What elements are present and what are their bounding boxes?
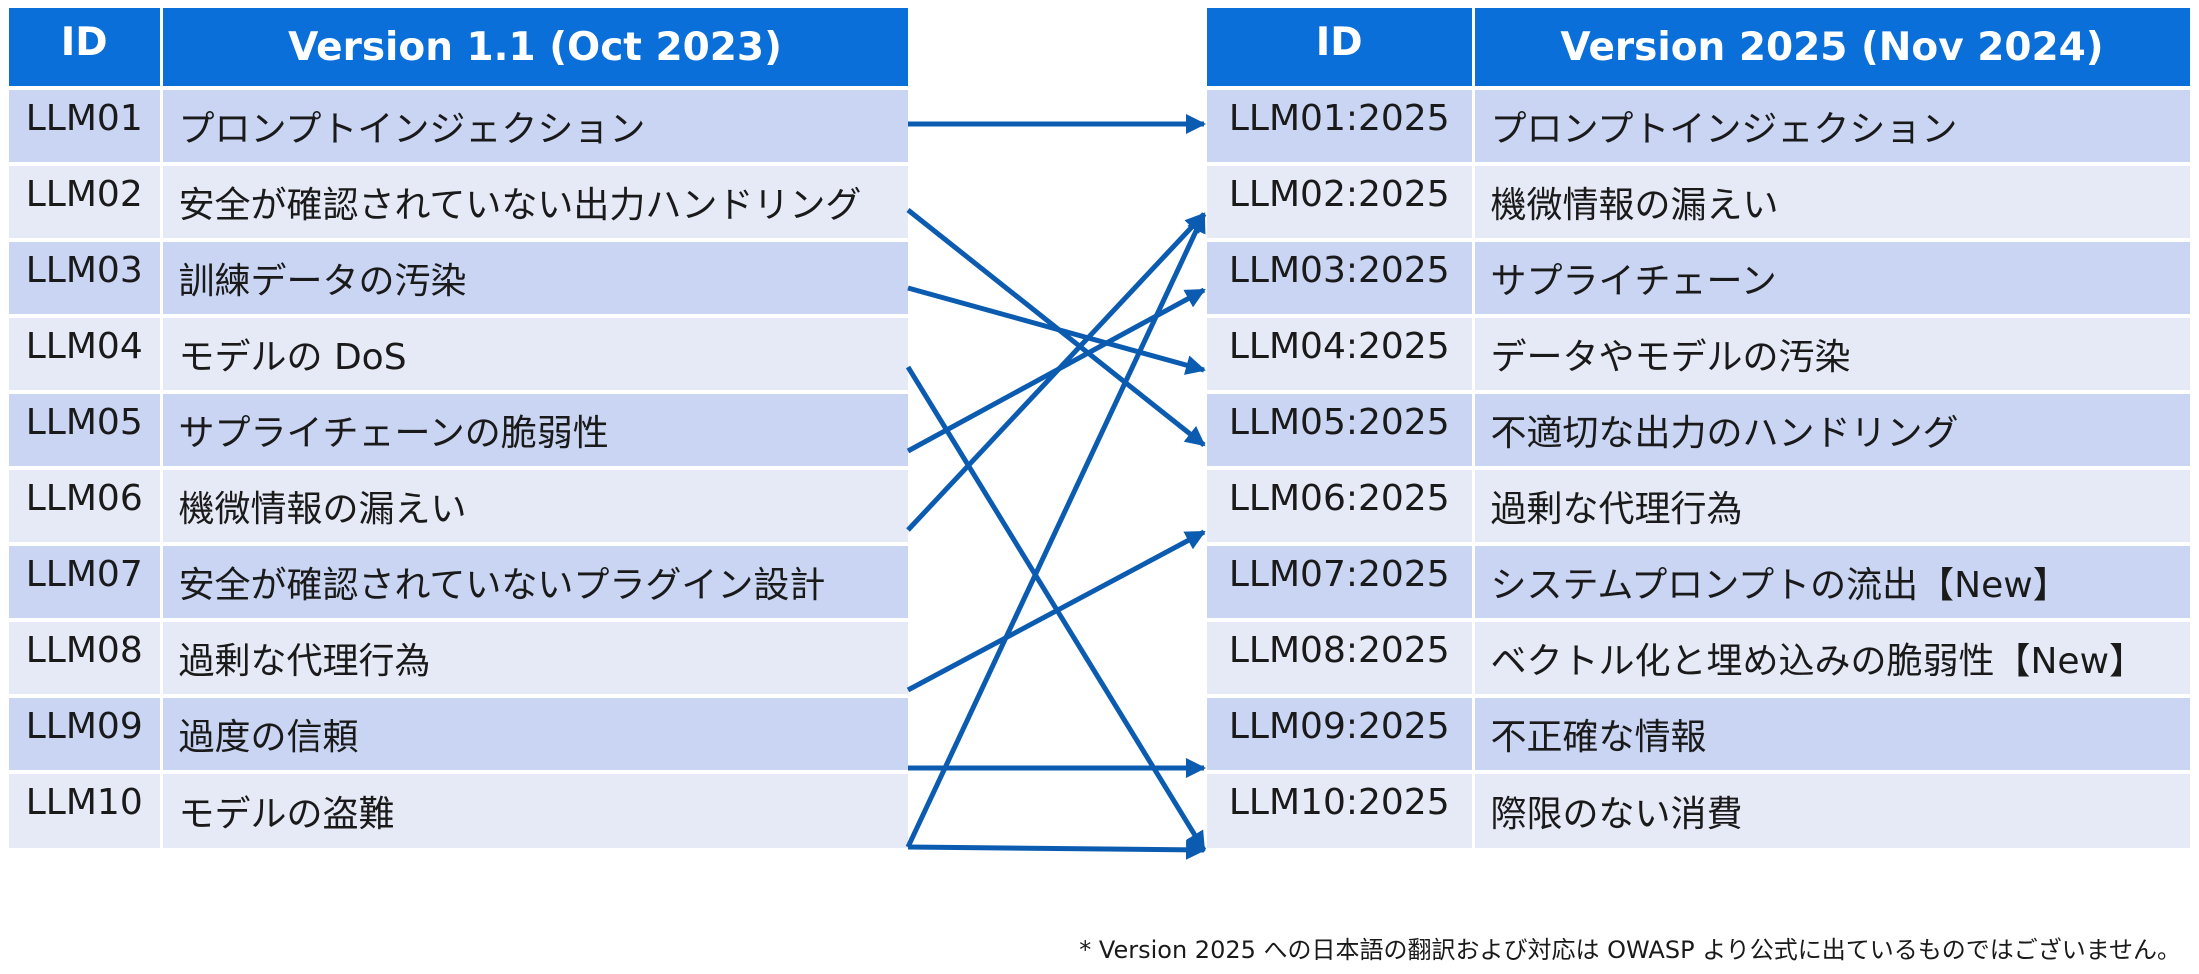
v11-id-header: ID [9, 8, 163, 88]
v2025-row: LLM07:2025 システムプロンプトの流出【New】 [1207, 542, 2193, 620]
mapping-arrow [907, 285, 1206, 375]
v11-row: LLM09 過度の信頼 [9, 694, 911, 772]
v2025-row-id: LLM10:2025 [1207, 770, 1475, 848]
v11-row-name: モデルの DoS [161, 314, 911, 392]
v2025-rows: LLM01:2025 プロンプトインジェクション LLM02:2025 機微情報の漏え… [1207, 86, 2193, 848]
v2025-row-name: プロンプトインジェクション [1473, 86, 2193, 164]
v2025-row: LLM04:2025 データやモデルの汚染 [1207, 314, 2193, 392]
v11-row-name: 過剰な代理行為 [161, 618, 911, 696]
v2025-row: LLM08:2025 ベクトル化と埋め込みの脆弱性【New】 [1207, 618, 2193, 696]
v11-row-name: 安全が確認されていないプラグイン設計 [161, 542, 911, 620]
v11-row-name: サプライチェーンの脆弱性 [161, 390, 911, 468]
v2025-row: LLM02:2025 機微情報の漏えい [1207, 162, 2193, 240]
v2025-row-name: システムプロンプトの流出【New】 [1473, 542, 2193, 620]
v2025-row-name: データやモデルの汚染 [1473, 314, 2193, 392]
v11-row: LLM02 安全が確認されていない出力ハンドリング [9, 162, 911, 240]
v11-row-name: 過度の信頼 [161, 694, 911, 772]
v2025-row-id: LLM05:2025 [1207, 390, 1475, 468]
v2025-row: LLM03:2025 サプライチェーン [1207, 238, 2193, 316]
mapping-arrow [907, 839, 1206, 860]
v2025-row-name: 過剰な代理行為 [1473, 466, 2193, 544]
v11-row: LLM06 機微情報の漏えい [9, 466, 911, 544]
v2025-row-name: 不正確な情報 [1473, 694, 2193, 772]
v11-row-id: LLM07 [9, 542, 163, 620]
v2025-row: LLM01:2025 プロンプトインジェクション [1207, 86, 2193, 164]
v2025-row-id: LLM08:2025 [1207, 618, 1475, 696]
v2025-header-row: ID Version 2025 (Nov 2024) [1207, 8, 2193, 88]
v11-row: LLM05 サプライチェーンの脆弱性 [9, 390, 911, 468]
v11-row-id: LLM06 [9, 466, 163, 544]
v11-row-id: LLM02 [9, 162, 163, 240]
v11-row-name: 機微情報の漏えい [161, 466, 911, 544]
mapping-arrow [905, 212, 1207, 849]
v2025-row-id: LLM09:2025 [1207, 694, 1475, 772]
v2025-row-id: LLM01:2025 [1207, 86, 1475, 164]
v11-row-id: LLM08 [9, 618, 163, 696]
v11-row-id: LLM05 [9, 390, 163, 468]
v11-title-header: Version 1.1 (Oct 2023) [161, 8, 911, 88]
v11-row: LLM03 訓練データの汚染 [9, 238, 911, 316]
v11-row: LLM04 モデルの DoS [9, 314, 911, 392]
v11-row-id: LLM04 [9, 314, 163, 392]
v2025-row-name: サプライチェーン [1473, 238, 2193, 316]
v11-row-id: LLM09 [9, 694, 163, 772]
v11-row-name: 訓練データの汚染 [161, 238, 911, 316]
v11-header-row: ID Version 1.1 (Oct 2023) [9, 8, 911, 88]
mapping-arrow [906, 529, 1206, 693]
v11-table: ID Version 1.1 (Oct 2023) LLM01 プロンプトインジェ… [9, 8, 911, 848]
v2025-row: LLM09:2025 不正確な情報 [1207, 694, 2193, 772]
mapping-arrow [906, 208, 1206, 447]
v11-row: LLM01 プロンプトインジェクション [9, 86, 911, 164]
v2025-row-name: 際限のない消費 [1473, 770, 2193, 848]
mapping-arrow [906, 287, 1206, 454]
v2025-row-name: 機微情報の漏えい [1473, 162, 2193, 240]
mapping-arrow [905, 365, 1207, 852]
v2025-row-id: LLM03:2025 [1207, 238, 1475, 316]
v2025-row: LLM06:2025 過剰な代理行為 [1207, 466, 2193, 544]
v2025-row-name: 不適切な出力のハンドリング [1473, 390, 2193, 468]
v11-row: LLM10 モデルの盗難 [9, 770, 911, 848]
v2025-row-id: LLM04:2025 [1207, 314, 1475, 392]
v11-rows: LLM01 プロンプトインジェクション LLM02 安全が確認されていない出力ハンドリ… [9, 86, 911, 848]
v2025-id-header: ID [1207, 8, 1475, 88]
v11-row-id: LLM03 [9, 238, 163, 316]
v11-row: LLM08 過剰な代理行為 [9, 618, 911, 696]
v2025-row-name: ベクトル化と埋め込みの脆弱性【New】 [1473, 618, 2193, 696]
mapping-arrow [906, 212, 1206, 532]
v11-row-id: LLM01 [9, 86, 163, 164]
v2025-table: ID Version 2025 (Nov 2024) LLM01:2025 プロン… [1207, 8, 2193, 848]
v11-row-id: LLM10 [9, 770, 163, 848]
v11-row-name: プロンプトインジェクション [161, 86, 911, 164]
v11-row-name: 安全が確認されていない出力ハンドリング [161, 162, 911, 240]
v11-row-name: モデルの盗難 [161, 770, 911, 848]
v2025-row-id: LLM06:2025 [1207, 466, 1475, 544]
v2025-row: LLM05:2025 不適切な出力のハンドリング [1207, 390, 2193, 468]
v2025-title-header: Version 2025 (Nov 2024) [1473, 8, 2193, 88]
footnote: * Version 2025 への日本語の翻訳および対応は OWASP より公式… [1079, 936, 2181, 964]
v2025-row-id: LLM07:2025 [1207, 542, 1475, 620]
v2025-row-id: LLM02:2025 [1207, 162, 1475, 240]
v11-row: LLM07 安全が確認されていないプラグイン設計 [9, 542, 911, 620]
v2025-row: LLM10:2025 際限のない消費 [1207, 770, 2193, 848]
